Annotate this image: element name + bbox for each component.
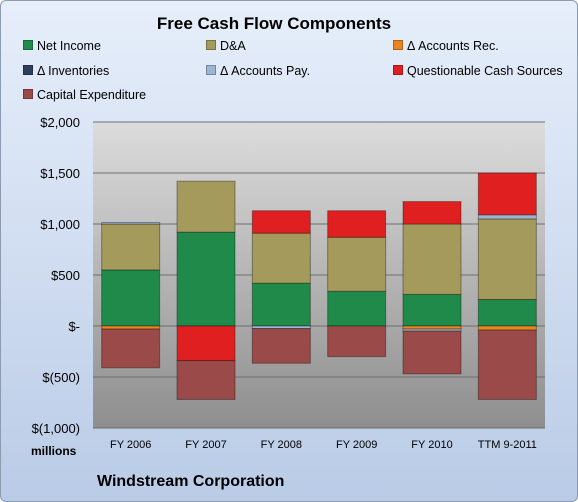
bar-capital-expenditure-ttm-9-2011 (477, 329, 537, 400)
units-label: millions (31, 444, 77, 458)
bar-d-a-fy-2010 (402, 223, 462, 295)
bar-accounts-rec-ttm-9-2011 (477, 325, 537, 331)
legend-swatch-questionable-cash (393, 65, 403, 75)
x-tick-label: FY 2006 (110, 439, 151, 451)
x-tick-label: FY 2008 (261, 439, 302, 451)
legend-item-accounts-rec: Δ Accounts Rec. (393, 39, 499, 53)
bar-questionable-cash-sources-fy-2008 (251, 210, 311, 234)
legend-item-questionable-cash: Questionable Cash Sources (393, 64, 563, 78)
bar-capital-expenditure-fy-2008 (251, 328, 311, 364)
chart-title: Free Cash Flow Components (156, 14, 392, 33)
legend-swatch-accounts-pay (206, 65, 216, 75)
bar-capital-expenditure-fy-2007 (176, 360, 236, 400)
bar-net-income-fy-2008 (251, 282, 311, 327)
x-tick-label: FY 2007 (185, 439, 226, 451)
y-tick-label: $(1,000) (32, 421, 80, 436)
bar-net-income-fy-2009 (327, 290, 387, 327)
y-tick-label: $500 (51, 268, 80, 283)
x-tick-labels: FY 2006 FY 2007 FY 2008 FY 2009 FY 2010 TTM 9… (110, 439, 537, 451)
y-tick-label: $(500) (42, 370, 80, 385)
legend-swatch-inventories (23, 65, 33, 75)
y-tick-labels: $2,000 $1,500 $1,000 $500 $- $(500) $(1,000) (32, 115, 80, 436)
bar-accounts-pay-fy-2006 (101, 221, 161, 225)
bar-capital-expenditure-fy-2010 (402, 330, 462, 375)
legend-swatch-accounts-rec (393, 40, 403, 50)
company-name: Windstream Corporation (97, 473, 285, 490)
legend-item-accounts-pay: Δ Accounts Pay. (206, 64, 310, 78)
gridlines (93, 121, 545, 429)
legend-item-capital-expenditure: Capital Expenditure (23, 88, 146, 102)
bar-net-income-fy-2010 (402, 293, 462, 327)
bar-net-income-fy-2006 (101, 269, 161, 327)
bar-d-a-fy-2008 (251, 232, 311, 284)
legend-label-questionable-cash: Questionable Cash Sources (407, 64, 563, 78)
legend-item-d-and-a: D&A (206, 39, 246, 53)
legend-label-net-income: Net Income (37, 39, 101, 53)
bar-d-a-fy-2006 (101, 223, 161, 271)
legend-item-inventories: Δ Inventories (23, 64, 109, 78)
x-tick-label: FY 2010 (411, 439, 452, 451)
bar-questionable-cash-sources-ttm-9-2011 (477, 172, 537, 216)
legend-swatch-capital-expenditure (23, 89, 33, 99)
bar-d-a-fy-2009 (327, 236, 387, 292)
y-tick-label: $2,000 (40, 115, 80, 130)
bar-capital-expenditure-fy-2009 (327, 325, 387, 358)
legend-label-accounts-rec: Δ Accounts Rec. (407, 39, 499, 53)
bar-d-a-ttm-9-2011 (477, 218, 537, 300)
bar-net-income-ttm-9-2011 (477, 298, 537, 327)
bar-net-income-fy-2007 (176, 231, 236, 327)
y-tick-label: $- (68, 319, 80, 334)
legend-label-accounts-pay: Δ Accounts Pay. (220, 64, 311, 78)
y-tick-label: $1,000 (40, 217, 80, 232)
y-tick-label: $1,500 (40, 166, 80, 181)
legend-label-capital-expenditure: Capital Expenditure (37, 88, 147, 102)
legend-label-inventories: Δ Inventories (37, 64, 110, 78)
bar-questionable-cash-sources-fy-2009 (327, 210, 387, 238)
bar-d-a-fy-2007 (176, 180, 236, 233)
bar-accounts-pay-ttm-9-2011 (477, 214, 537, 220)
x-tick-label: TTM 9-2011 (478, 439, 537, 451)
legend-swatch-d-and-a (206, 40, 216, 50)
x-tick-label: FY 2009 (336, 439, 377, 451)
bar-capital-expenditure-fy-2006 (101, 328, 161, 369)
legend-swatch-net-income (23, 40, 33, 50)
legend-label-d-and-a: D&A (220, 39, 246, 53)
legend-item-net-income: Net Income (23, 39, 101, 53)
bars (101, 172, 537, 400)
bar-questionable-cash-sources-fy-2007 (176, 325, 236, 362)
bar-questionable-cash-sources-fy-2010 (402, 201, 462, 225)
